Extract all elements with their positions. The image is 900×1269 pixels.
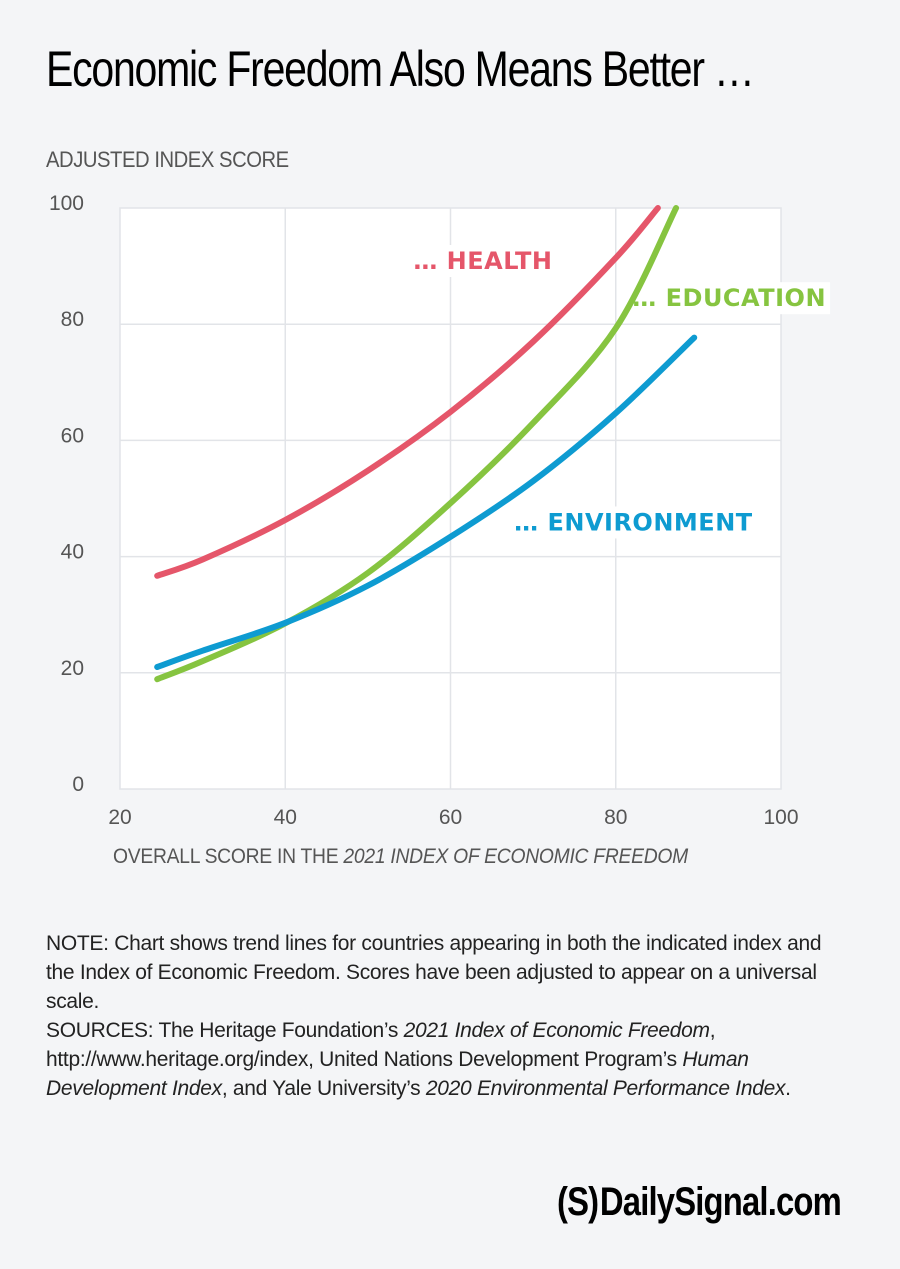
series-line-education [154, 205, 680, 683]
series-line-health [154, 205, 661, 579]
daily-signal-logo: (S)DailySignal.com [557, 1180, 842, 1225]
series-label-group-education: … EDUCATION [628, 282, 831, 315]
series-label-group-environment: … ENVIRONMENT [510, 506, 757, 539]
sources-italic-3: 2020 Environmental Performance Index [425, 1077, 786, 1100]
y-tick-label: 40 [61, 541, 84, 564]
x-axis-label-prefix: OVERALL SCORE IN THE [113, 845, 344, 868]
series-label-group-health: … HEALTH [409, 245, 557, 278]
signal-logo-icon: (S) [557, 1180, 599, 1224]
sources-text: SOURCES: The Heritage Foundation’s 2021 … [46, 1016, 846, 1103]
series-label-environment: … ENVIRONMENT [514, 508, 753, 536]
series-label-bg [409, 245, 557, 278]
x-axis-label: OVERALL SCORE IN THE 2021 INDEX OF ECONO… [113, 845, 688, 869]
logo-text: DailySignal.com [599, 1180, 842, 1224]
note-text: NOTE: Chart shows trend lines for countr… [46, 932, 822, 1013]
sources-prefix: SOURCES: The Heritage Foundation’s [46, 1019, 404, 1042]
y-tick-label: 0 [72, 773, 84, 796]
y-axis-label: ADJUSTED INDEX SCORE [46, 147, 289, 172]
x-axis-label-italic: 2021 INDEX OF ECONOMIC FREEDOM [343, 845, 688, 868]
series-label-bg [510, 506, 757, 539]
x-tick-label: 100 [763, 806, 798, 829]
sources-mid-2: , and Yale University’s [221, 1077, 426, 1100]
sources-mid-1: , http://www.heritage.org/index, United … [46, 1019, 716, 1071]
sources-suffix: . [785, 1077, 791, 1100]
sources-italic-1: 2021 Index of Economic Freedom [403, 1019, 710, 1042]
chart: 0 20 40 60 80 100 20 40 60 80 100 … HEALTH … EDUCA… [49, 192, 831, 829]
sources-italic-2: Human Development Index [46, 1048, 749, 1100]
series-line-environment [154, 334, 698, 670]
y-tick-label: 60 [61, 424, 84, 447]
x-tick-label: 80 [604, 806, 627, 829]
series-label-education: … EDUCATION [632, 284, 826, 312]
chart-title: Economic Freedom Also Means Better … [46, 41, 755, 97]
x-tick-label: 20 [108, 806, 131, 829]
y-tick-label: 100 [49, 192, 84, 215]
y-tick-label: 80 [61, 308, 84, 331]
series-label-bg [628, 282, 831, 315]
x-tick-label: 60 [439, 806, 462, 829]
x-tick-label: 40 [274, 806, 297, 829]
series-label-health: … HEALTH [413, 247, 552, 275]
y-tick-label: 20 [61, 657, 84, 680]
footnotes: NOTE: Chart shows trend lines for countr… [46, 929, 846, 1103]
